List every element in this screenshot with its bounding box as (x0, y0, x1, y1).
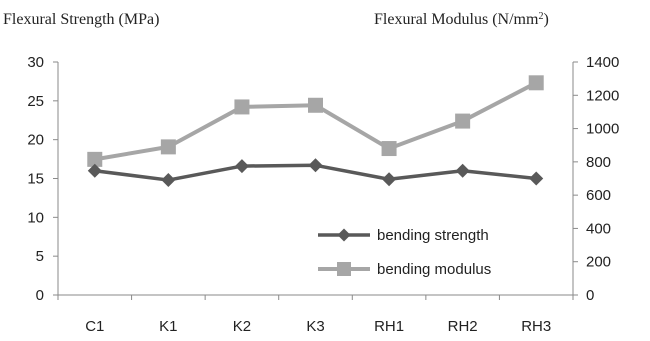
bending-modulus-point (528, 75, 544, 91)
left-tick-label: 10 (27, 209, 44, 226)
series-bending-modulus (87, 75, 544, 167)
right-axis-ticks: 0 200 400 600 800 1000 1200 1400 (573, 54, 619, 304)
x-tick-label: RH1 (374, 318, 404, 335)
x-tick-label: K2 (233, 318, 251, 335)
left-tick-label: 25 (27, 93, 44, 110)
bending-modulus-point (234, 99, 250, 115)
legend-item-bending-modulus: bending modulus (318, 261, 491, 278)
x-axis-ticks: C1 K1 K2 K3 RH1 RH2 RH3 (57, 295, 574, 335)
right-tick-label: 1000 (586, 121, 619, 138)
legend: bending strength bending modulus (318, 227, 491, 278)
legend-label: bending strength (377, 227, 489, 244)
bending-modulus-point (381, 141, 397, 157)
left-tick-label: 5 (36, 248, 44, 265)
right-tick-label: 600 (586, 187, 611, 204)
bending-modulus-point (455, 113, 471, 129)
bending-strength-point (234, 159, 249, 174)
right-tick-label: 1200 (586, 87, 619, 104)
x-tick-label: RH2 (448, 318, 478, 335)
left-axis-title: Flexural Strength (MPa) (3, 11, 159, 28)
right-tick-label: 800 (586, 154, 611, 171)
x-tick-label: K3 (306, 318, 324, 335)
bending-strength-point (529, 171, 544, 186)
x-tick-label: C1 (85, 318, 104, 335)
legend-marker (337, 262, 351, 276)
bending-strength-point (87, 163, 102, 178)
left-tick-label: 15 (27, 171, 44, 188)
axes (57, 62, 574, 296)
bending-modulus-point (87, 151, 103, 167)
x-tick-label: K1 (159, 318, 177, 335)
right-tick-label: 400 (586, 220, 611, 237)
series-bending-strength (87, 158, 544, 188)
left-tick-label: 30 (27, 54, 44, 71)
right-tick-label: 0 (586, 287, 594, 304)
bending-strength-point (161, 173, 176, 188)
right-tick-label: 1400 (586, 54, 619, 71)
legend-label: bending modulus (377, 261, 491, 278)
bending-modulus-point (308, 97, 323, 113)
bending-strength-point (308, 158, 323, 173)
left-axis-ticks: 0 5 10 15 20 25 30 (27, 54, 58, 304)
bending-strength-point (382, 172, 397, 187)
bending-modulus-point (160, 139, 176, 155)
legend-marker (337, 228, 351, 242)
left-tick-label: 0 (36, 287, 44, 304)
left-tick-label: 20 (27, 132, 44, 149)
bending-strength-point (455, 163, 470, 178)
legend-item-bending-strength: bending strength (318, 227, 489, 244)
x-tick-label: RH3 (521, 318, 551, 335)
series-layer (87, 75, 544, 188)
right-axis-title: Flexural Modulus (N/mm2) (374, 11, 549, 29)
right-tick-label: 200 (586, 254, 611, 271)
